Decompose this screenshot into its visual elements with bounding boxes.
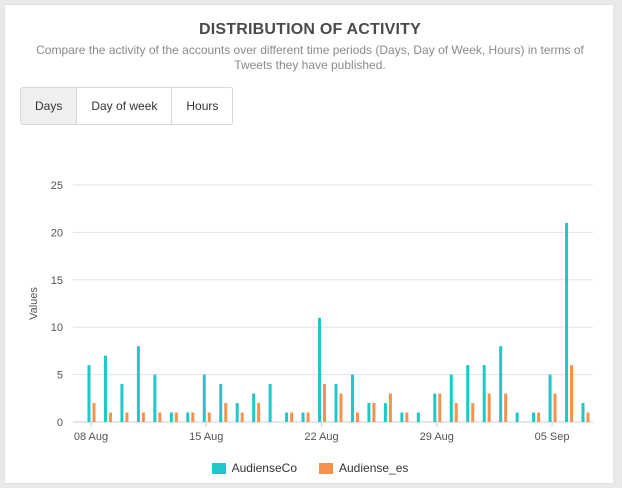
- bar-audiense-es: [372, 403, 376, 422]
- bar-audiense-es: [454, 403, 458, 422]
- bar-audienseco: [169, 412, 173, 422]
- bar-audienseco: [499, 346, 503, 422]
- y-tick-label: 25: [51, 180, 63, 192]
- bar-audiense-es: [537, 412, 541, 422]
- bar-audienseco: [252, 393, 256, 422]
- bar-audienseco: [334, 384, 338, 422]
- bar-audiense-es: [224, 403, 228, 422]
- bar-audiense-es: [257, 403, 261, 422]
- bar-audienseco: [235, 403, 239, 422]
- bar-audienseco: [285, 412, 289, 422]
- activity-card: DISTRIBUTION OF ACTIVITY Compare the act…: [4, 4, 614, 484]
- tab-days[interactable]: Days: [21, 88, 78, 124]
- bar-audiense-es: [141, 412, 145, 422]
- y-tick-label: 0: [57, 417, 63, 429]
- bar-audienseco: [153, 374, 157, 422]
- x-tick-label: 08 Aug: [74, 431, 108, 443]
- bar-audienseco: [87, 365, 91, 422]
- y-axis-label: Values: [28, 287, 40, 320]
- bar-audiense-es: [471, 403, 475, 422]
- bar-audiense-es: [125, 412, 129, 422]
- bar-audienseco: [416, 412, 420, 422]
- bar-audienseco: [433, 393, 437, 422]
- bar-audiense-es: [158, 412, 162, 422]
- bar-audienseco: [350, 374, 354, 422]
- y-tick-label: 10: [51, 322, 63, 334]
- bar-audiense-es: [586, 412, 590, 422]
- page-title: DISTRIBUTION OF ACTIVITY: [199, 21, 421, 38]
- bar-audienseco: [136, 346, 140, 422]
- bar-audienseco: [565, 222, 569, 422]
- bar-audiense-es: [355, 412, 359, 422]
- chart-legend: AudienseCo Audiense_es: [5, 461, 615, 475]
- bar-audienseco: [318, 317, 322, 422]
- bar-audiense-es: [290, 412, 294, 422]
- bar-audienseco: [581, 403, 585, 422]
- bar-audiense-es: [323, 384, 327, 422]
- x-tick-label: 05 Sep: [535, 431, 570, 443]
- bar-audiense-es: [438, 393, 442, 422]
- bar-audienseco: [301, 412, 305, 422]
- bar-audiense-es: [388, 393, 392, 422]
- legend-item-audiense-es[interactable]: Audiense_es: [319, 461, 408, 475]
- bar-audiense-es: [191, 412, 195, 422]
- bar-audienseco: [515, 412, 519, 422]
- bar-audienseco: [482, 365, 486, 422]
- bar-audiense-es: [240, 412, 244, 422]
- page-subtitle: Compare the activity of the accounts ove…: [36, 43, 584, 72]
- bar-audiense-es: [92, 403, 96, 422]
- bar-audienseco: [120, 384, 124, 422]
- bar-audiense-es: [570, 365, 574, 422]
- bar-audienseco: [103, 355, 107, 422]
- bar-audienseco: [268, 384, 272, 422]
- bar-audienseco: [532, 412, 536, 422]
- bar-audiense-es: [553, 393, 557, 422]
- bar-audienseco: [400, 412, 404, 422]
- legend-label-audiense-es: Audiense_es: [339, 461, 409, 475]
- bar-audienseco: [367, 403, 371, 422]
- bar-audiense-es: [487, 393, 491, 422]
- y-tick-label: 5: [57, 370, 63, 382]
- bar-audienseco: [466, 365, 470, 422]
- x-tick-label: 29 Aug: [420, 431, 454, 443]
- period-tabs: Days Day of week Hours: [20, 87, 234, 125]
- x-tick-label: 15 Aug: [189, 431, 223, 443]
- bar-audiense-es: [306, 412, 310, 422]
- bar-audienseco: [186, 412, 190, 422]
- bar-audiense-es: [339, 393, 343, 422]
- bar-audiense-es: [504, 393, 508, 422]
- x-tick-label: 22 Aug: [304, 431, 338, 443]
- bar-audienseco: [383, 403, 387, 422]
- bar-audienseco: [219, 384, 223, 422]
- bar-audienseco: [202, 374, 206, 422]
- legend-item-audienseco[interactable]: AudienseCo: [211, 461, 297, 475]
- legend-swatch-audiense-es: [319, 462, 333, 474]
- tab-hours[interactable]: Hours: [172, 88, 233, 124]
- y-tick-label: 15: [51, 275, 63, 287]
- bar-audienseco: [548, 374, 552, 422]
- bar-audiense-es: [174, 412, 178, 422]
- legend-swatch-audienseco: [211, 462, 226, 474]
- legend-label-audienseco: AudienseCo: [231, 461, 297, 475]
- tab-day-of-week[interactable]: Day of week: [77, 88, 173, 124]
- bar-audiense-es: [405, 412, 409, 422]
- activity-bar-chart: 0 5 10 15 20 25 Values 08 Aug 15 Aug 22 Aug 29 Aug…: [28, 180, 593, 443]
- y-tick-label: 20: [51, 227, 63, 239]
- bar-audienseco: [449, 374, 453, 422]
- bar-audiense-es: [108, 412, 112, 422]
- bar-audiense-es: [207, 412, 211, 422]
